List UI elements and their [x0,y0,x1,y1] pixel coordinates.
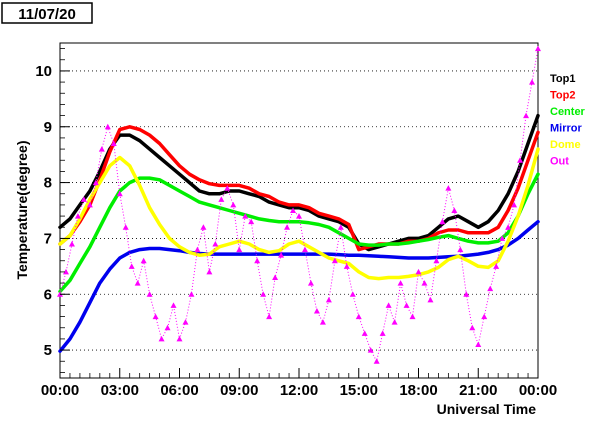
data-point [272,274,279,280]
legend-item-dome: Dome [550,139,581,151]
x-tick-label: 06:00 [160,382,198,399]
x-tick-label: 18:00 [399,382,437,399]
legend-item-top2: Top2 [550,90,575,102]
data-point [260,291,267,297]
data-point [523,112,530,119]
data-point [313,308,320,314]
data-point [445,185,452,191]
data-point [385,302,392,308]
data-point [421,280,428,286]
data-point [493,263,500,269]
series-layer [57,45,541,364]
series-top1-line [58,113,540,252]
data-point [194,246,201,253]
tick-layer: 5 6 7 8 9 10 00:00 03:00 06:00 09:00 12:00 15:00 18:… [35,48,557,399]
y-tick-label: 6 [44,286,52,303]
data-point [409,313,416,320]
y-tick-label: 5 [44,342,52,359]
data-point [427,296,434,303]
series-center-line [58,172,540,294]
plot-frame [59,42,539,379]
series-out-trace [59,48,539,363]
x-tick-label: 12:00 [280,382,318,399]
x-tick-label: 00:00 [41,382,79,399]
data-point [212,241,219,247]
data-point [74,213,81,219]
data-point [98,146,105,152]
data-point [373,358,380,364]
x-tick-label: 00:00 [519,382,557,399]
data-point [146,291,153,297]
legend-item-center: Center [550,106,586,118]
series-out [57,45,541,364]
data-point [110,140,117,146]
y-tick-label: 10 [35,63,52,80]
data-point [397,280,404,286]
data-point [487,285,494,292]
data-point [140,257,147,264]
x-tick-label: 15:00 [340,382,378,399]
data-point [218,196,225,202]
y-axis-label: Temperature(degree) [14,140,30,279]
data-point [511,201,518,208]
data-point [391,319,398,325]
data-point [284,224,291,230]
data-point [116,190,123,197]
date-label: 11/07/20 [18,6,76,23]
y-tick-label: 9 [44,119,52,136]
data-point [301,246,308,253]
x-tick-label: 09:00 [220,382,258,399]
data-point [499,235,506,241]
data-point [325,296,332,303]
data-point [319,319,326,325]
x-tick-label: 03:00 [101,382,139,399]
data-point [188,291,195,297]
data-point [469,324,476,331]
data-point [415,268,422,275]
x-axis-label: Universal Time [437,401,537,417]
date-box [1,2,93,24]
legend-item-out: Out [550,156,569,168]
data-point [307,280,314,286]
data-point [433,257,440,264]
series-top2-line [58,125,540,252]
data-point [475,341,482,347]
data-point [517,157,524,163]
series-dome-line [58,147,540,281]
data-point [535,45,541,52]
legend-item-mirror: Mirror [550,123,583,135]
data-point [62,268,69,275]
x-tick-label: 21:00 [459,382,497,399]
data-point [170,302,177,308]
data-point [337,224,344,230]
data-point [158,335,165,342]
legend-item-top1: Top1 [550,73,575,85]
data-point [331,257,338,264]
data-point [86,201,93,208]
y-tick-label: 8 [44,175,52,192]
data-point [349,291,356,297]
data-point [128,263,135,269]
grid-lines [60,70,538,351]
data-point [230,201,237,208]
data-point [248,218,255,225]
y-tick-label: 7 [44,230,52,247]
legend: Top1 Top2 Center Mirror Dome Out [550,73,586,168]
data-point [200,224,207,230]
